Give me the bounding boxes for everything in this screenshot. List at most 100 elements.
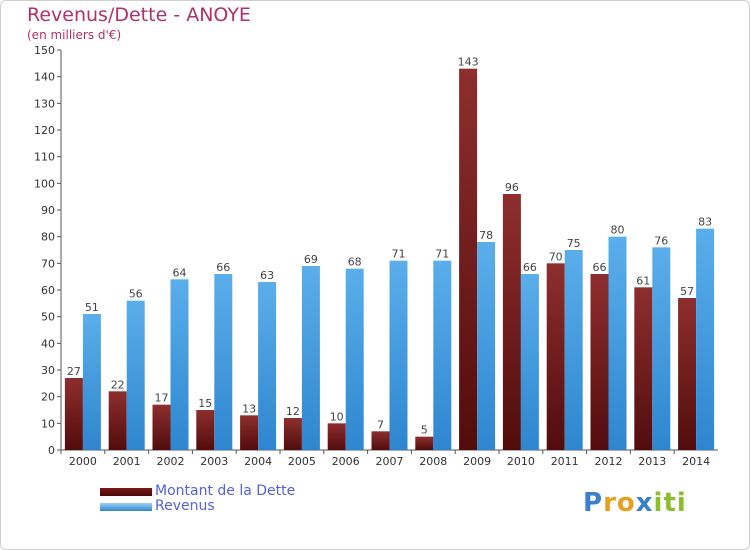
revenus-data-label: 66 bbox=[216, 261, 230, 274]
logo-letter: i bbox=[653, 488, 664, 518]
revenus-bar bbox=[564, 250, 583, 450]
legend-label-revenus: Revenus bbox=[155, 498, 215, 514]
dette-data-label: 13 bbox=[242, 402, 256, 415]
revenus-bar bbox=[82, 314, 101, 450]
x-tick-label: 2004 bbox=[244, 455, 272, 468]
revenus-bar bbox=[608, 236, 627, 450]
dette-bar bbox=[64, 378, 83, 450]
dette-data-label: 17 bbox=[155, 392, 169, 405]
revenus-data-label: 51 bbox=[85, 301, 99, 314]
y-tick-label: 80 bbox=[41, 231, 55, 244]
y-tick-label: 30 bbox=[41, 364, 55, 377]
y-tick-label: 120 bbox=[34, 124, 55, 137]
logo-letter: x bbox=[635, 488, 654, 518]
logo-letter: o bbox=[616, 488, 636, 518]
revenus-data-label: 78 bbox=[479, 229, 493, 242]
x-tick-label: 2003 bbox=[200, 455, 228, 468]
dette-data-label: 15 bbox=[198, 397, 212, 410]
proxiti-logo: Proxiti bbox=[583, 488, 687, 518]
y-tick-label: 50 bbox=[41, 311, 55, 324]
dette-data-label: 61 bbox=[636, 274, 650, 287]
y-tick-label: 20 bbox=[41, 391, 55, 404]
dette-data-label: 5 bbox=[421, 424, 428, 437]
chart-title: Revenus/Dette - ANOYE bbox=[27, 4, 251, 26]
dette-bar bbox=[459, 68, 478, 451]
revenus-data-label: 66 bbox=[523, 261, 537, 274]
dette-bar bbox=[371, 431, 390, 450]
dette-bar bbox=[327, 423, 346, 450]
dette-bar bbox=[634, 287, 653, 450]
revenus-bar bbox=[652, 247, 671, 450]
legend-swatch-dette bbox=[100, 488, 152, 496]
y-tick-label: 110 bbox=[34, 151, 55, 164]
revenus-bar bbox=[258, 282, 277, 450]
revenus-bar bbox=[520, 274, 539, 450]
legend-label-dette: Montant de la Dette bbox=[155, 483, 296, 499]
y-tick-label: 100 bbox=[34, 177, 55, 190]
dette-bar bbox=[196, 410, 215, 450]
y-tick-label: 40 bbox=[41, 337, 55, 350]
y-tick-label: 10 bbox=[41, 417, 55, 430]
revenus-data-label: 68 bbox=[348, 256, 362, 269]
dette-bar bbox=[108, 391, 127, 450]
revenus-data-label: 64 bbox=[173, 266, 187, 279]
revenus-bar bbox=[126, 300, 145, 450]
logo-letter: r bbox=[603, 488, 617, 518]
dette-data-label: 96 bbox=[505, 181, 519, 194]
dette-bar bbox=[283, 418, 302, 450]
dette-data-label: 7 bbox=[377, 418, 384, 431]
revenus-data-label: 71 bbox=[392, 248, 406, 261]
x-tick-label: 2007 bbox=[376, 455, 404, 468]
logo-letter: i bbox=[676, 488, 687, 518]
legend-swatch-revenus bbox=[100, 503, 152, 511]
revenus-bar bbox=[345, 268, 364, 450]
chart-subtitle: (en milliers d'€) bbox=[27, 28, 122, 42]
x-tick-label: 2011 bbox=[551, 455, 579, 468]
revenus-bar bbox=[170, 279, 189, 450]
x-tick-label: 2013 bbox=[638, 455, 666, 468]
y-tick-label: 90 bbox=[41, 204, 55, 217]
revenus-data-label: 80 bbox=[611, 224, 625, 237]
dette-data-label: 143 bbox=[458, 56, 479, 69]
x-tick-label: 2008 bbox=[419, 455, 447, 468]
revenus-data-label: 71 bbox=[435, 248, 449, 261]
y-tick-label: 130 bbox=[34, 97, 55, 110]
x-tick-label: 2006 bbox=[332, 455, 360, 468]
y-tick-label: 0 bbox=[48, 444, 55, 457]
revenus-data-label: 63 bbox=[260, 269, 274, 282]
y-tick-label: 70 bbox=[41, 257, 55, 270]
x-tick-label: 2002 bbox=[157, 455, 185, 468]
dette-bar bbox=[590, 274, 609, 450]
dette-bar bbox=[678, 298, 697, 450]
dette-bar bbox=[546, 263, 565, 450]
revenus-data-label: 75 bbox=[567, 237, 581, 250]
x-tick-label: 2010 bbox=[507, 455, 535, 468]
revenus-data-label: 83 bbox=[698, 216, 712, 229]
revenus-bar bbox=[433, 260, 452, 450]
x-tick-label: 2005 bbox=[288, 455, 316, 468]
y-tick-label: 140 bbox=[34, 71, 55, 84]
y-tick-label: 60 bbox=[41, 284, 55, 297]
x-tick-label: 2009 bbox=[463, 455, 491, 468]
x-tick-label: 2014 bbox=[682, 455, 710, 468]
revenus-data-label: 69 bbox=[304, 253, 318, 266]
x-tick-label: 2012 bbox=[595, 455, 623, 468]
dette-data-label: 10 bbox=[330, 410, 344, 423]
dette-data-label: 22 bbox=[111, 378, 125, 391]
dette-data-label: 27 bbox=[67, 365, 81, 378]
revenus-bar bbox=[214, 274, 233, 450]
revenus-data-label: 56 bbox=[129, 288, 143, 301]
logo-letter: t bbox=[663, 488, 677, 518]
revenus-data-label: 76 bbox=[654, 234, 668, 247]
y-tick-label: 150 bbox=[34, 44, 55, 57]
dette-bar bbox=[240, 415, 259, 450]
dette-bar bbox=[502, 194, 521, 450]
x-tick-label: 2000 bbox=[69, 455, 97, 468]
logo-letter: P bbox=[583, 488, 604, 518]
dette-data-label: 12 bbox=[286, 405, 300, 418]
revenus-bar bbox=[389, 260, 408, 450]
dette-data-label: 70 bbox=[549, 250, 563, 263]
dette-data-label: 66 bbox=[593, 261, 607, 274]
dette-data-label: 57 bbox=[680, 285, 694, 298]
